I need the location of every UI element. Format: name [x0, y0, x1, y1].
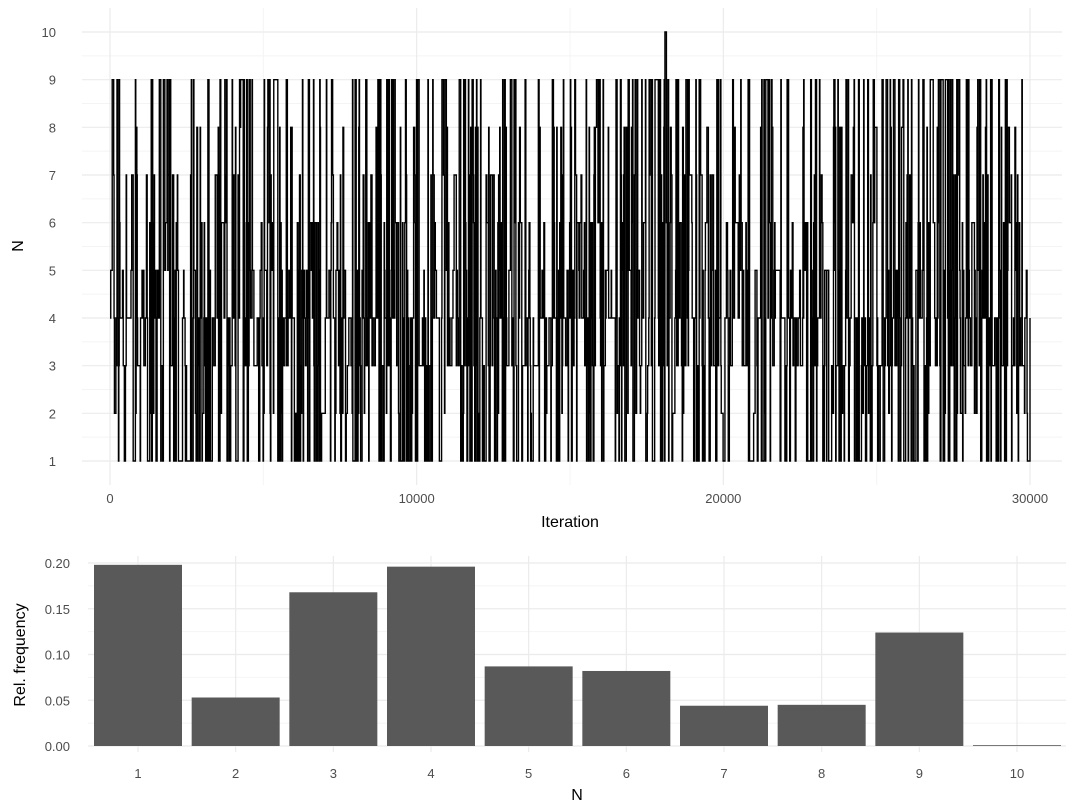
- histogram-y-tick-label: 0.05: [45, 693, 70, 708]
- histogram-y-tick-label: 0.15: [45, 602, 70, 617]
- histogram-bar: [387, 566, 475, 746]
- trace-x-tick-label: 30000: [1012, 491, 1048, 506]
- histogram-panel: 0.00 0.05 0.10 0.15 0.20 1 2 3 4 5 6 7 8 9 10 N Rel. …: [12, 556, 1066, 804]
- histogram-y-axis-title: Rel. frequency: [12, 603, 29, 706]
- histogram-x-tick-label: 3: [330, 766, 337, 781]
- trace-y-tick-label: 8: [49, 120, 56, 135]
- histogram-y-tick-label: 0.10: [45, 648, 70, 663]
- trace-y-tick-label: 5: [49, 263, 56, 278]
- trace-y-tick-label: 2: [49, 406, 56, 421]
- histogram-x-tick-label: 4: [427, 766, 434, 781]
- histogram-x-tick-label: 1: [134, 766, 141, 781]
- trace-y-tick-label: 10: [42, 25, 56, 40]
- trace-y-tick-label: 1: [49, 454, 56, 469]
- histogram-bars: [94, 564, 1061, 746]
- histogram-bar: [484, 666, 573, 746]
- trace-x-tick-label: 0: [106, 491, 113, 506]
- histogram-x-ticks: 1 2 3 4 5 6 7 8 9 10: [134, 766, 1024, 781]
- histogram-bar: [582, 670, 671, 746]
- histogram-y-ticks: 0.00 0.05 0.10 0.15 0.20: [45, 556, 70, 754]
- histogram-x-tick-label: 5: [525, 766, 532, 781]
- histogram-x-tick-label: 6: [623, 766, 630, 781]
- histogram-bar: [94, 564, 182, 746]
- trace-y-tick-label: 6: [49, 216, 56, 231]
- trace-panel: 1 2 3 4 5 6 7 8 9 10 0 10000 20000 30000 Iteration N: [10, 8, 1062, 531]
- histogram-y-tick-label: 0.20: [45, 556, 70, 571]
- histogram-bar: [973, 745, 1061, 746]
- trace-y-tick-label: 9: [49, 73, 56, 88]
- trace-y-tick-label: 3: [49, 359, 56, 374]
- histogram-x-tick-label: 9: [916, 766, 923, 781]
- trace-y-tick-label: 7: [49, 168, 56, 183]
- histogram-x-tick-label: 10: [1010, 766, 1024, 781]
- histogram-bar: [777, 704, 866, 746]
- trace-y-ticks: 1 2 3 4 5 6 7 8 9 10: [42, 25, 56, 469]
- trace-y-axis-title: N: [10, 240, 27, 252]
- histogram-bar: [680, 705, 768, 746]
- histogram-x-tick-label: 2: [232, 766, 239, 781]
- histogram-bar: [289, 592, 378, 746]
- histogram-x-axis-title: N: [571, 787, 583, 804]
- histogram-x-tick-label: 7: [720, 766, 727, 781]
- trace-y-tick-label: 4: [49, 311, 56, 326]
- histogram-bar: [875, 632, 964, 746]
- trace-line: [110, 31, 1031, 462]
- histogram-x-tick-label: 8: [818, 766, 825, 781]
- trace-x-tick-label: 10000: [399, 491, 435, 506]
- histogram-bar: [191, 697, 280, 746]
- trace-x-axis-title: Iteration: [541, 514, 599, 531]
- trace-x-ticks: 0 10000 20000 30000: [106, 491, 1048, 506]
- histogram-y-tick-label: 0.00: [45, 739, 70, 754]
- trace-x-tick-label: 20000: [705, 491, 741, 506]
